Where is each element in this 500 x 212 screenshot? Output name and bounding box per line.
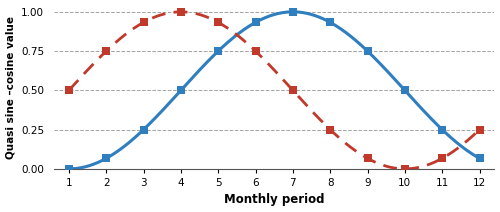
X-axis label: Monthly period: Monthly period	[224, 193, 324, 206]
Y-axis label: Quasi sine –cosine value: Quasi sine –cosine value	[6, 16, 16, 159]
